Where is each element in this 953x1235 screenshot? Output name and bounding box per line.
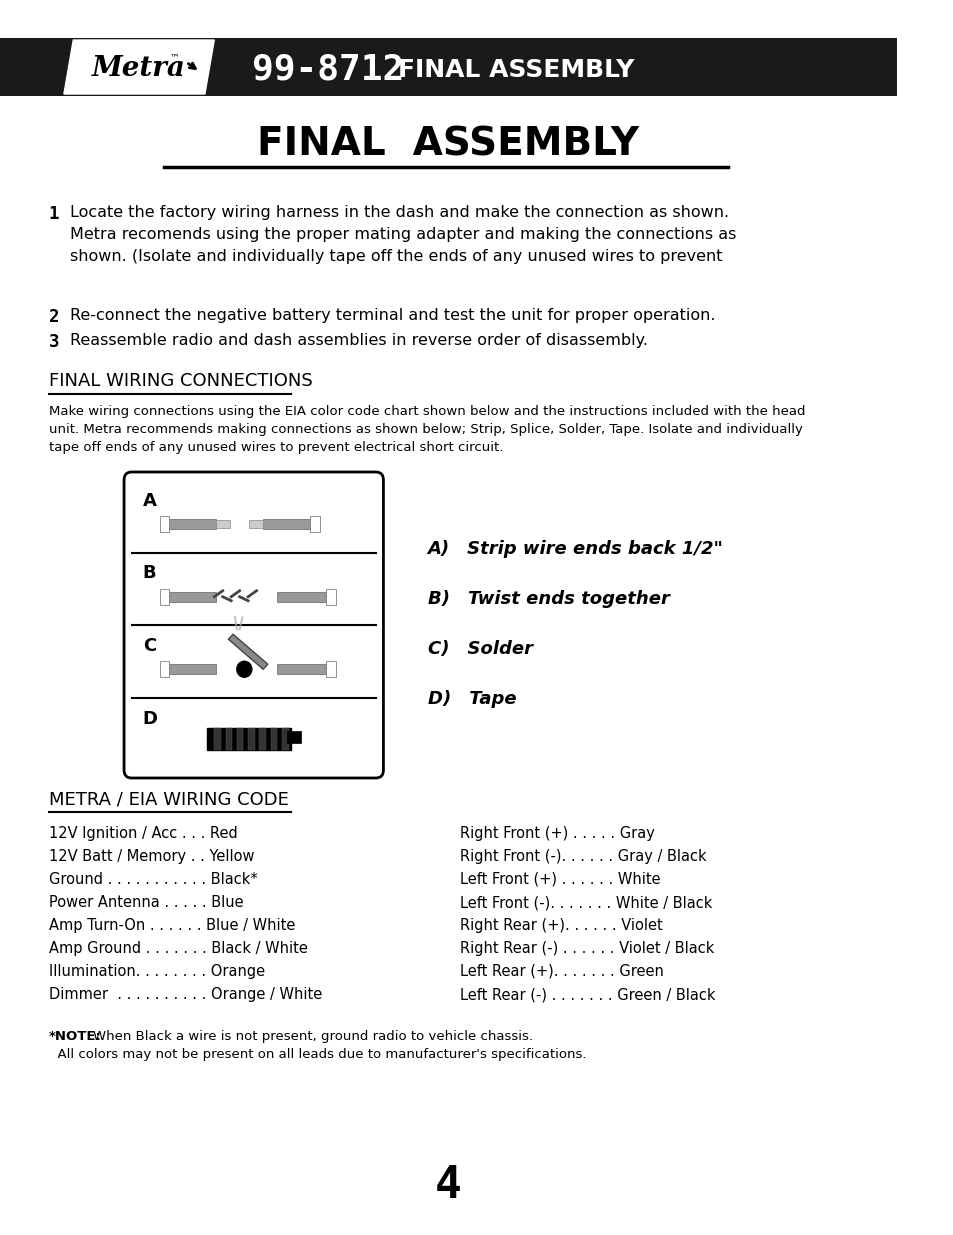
Text: Illumination. . . . . . . . Orange: Illumination. . . . . . . . Orange xyxy=(49,965,265,979)
Polygon shape xyxy=(64,40,214,94)
Bar xyxy=(277,664,334,674)
Text: Locate the factory wiring harness in the dash and make the connection as shown.
: Locate the factory wiring harness in the… xyxy=(71,205,736,264)
Bar xyxy=(159,589,169,605)
Polygon shape xyxy=(228,635,268,669)
Text: Left Front (-). . . . . . . White / Black: Left Front (-). . . . . . . White / Blac… xyxy=(460,895,712,910)
Text: When Black a wire is not present, ground radio to vehicle chassis.: When Black a wire is not present, ground… xyxy=(93,1030,533,1044)
FancyBboxPatch shape xyxy=(124,472,383,778)
Text: A) Strip wire ends back 1/2": A) Strip wire ends back 1/2" xyxy=(427,540,722,558)
Bar xyxy=(310,516,319,532)
Text: B: B xyxy=(143,564,156,583)
Bar xyxy=(249,520,263,529)
Bar xyxy=(0,38,56,58)
Bar xyxy=(259,727,266,750)
Bar xyxy=(164,592,216,601)
Bar xyxy=(282,727,288,750)
Text: 3: 3 xyxy=(49,333,59,351)
Text: Amp Ground . . . . . . . Black / White: Amp Ground . . . . . . . Black / White xyxy=(49,941,308,956)
Text: Right Front (+) . . . . . Gray: Right Front (+) . . . . . Gray xyxy=(460,826,655,841)
Text: FINAL ASSEMBLY: FINAL ASSEMBLY xyxy=(397,58,633,82)
Text: Amp Turn-On . . . . . . Blue / White: Amp Turn-On . . . . . . Blue / White xyxy=(49,918,294,932)
Text: Right Rear (+). . . . . . Violet: Right Rear (+). . . . . . Violet xyxy=(460,918,662,932)
Text: 4: 4 xyxy=(435,1163,461,1207)
Text: METRA / EIA WIRING CODE: METRA / EIA WIRING CODE xyxy=(49,790,289,808)
Bar xyxy=(216,520,230,529)
FancyBboxPatch shape xyxy=(0,38,896,96)
Bar xyxy=(164,664,216,674)
Bar xyxy=(159,661,169,677)
Bar xyxy=(225,727,232,750)
Bar xyxy=(0,78,56,91)
Bar xyxy=(263,519,314,530)
Bar xyxy=(248,727,254,750)
Bar xyxy=(326,589,335,605)
Text: ™: ™ xyxy=(170,52,179,62)
Text: C: C xyxy=(143,637,156,655)
Text: *NOTE:: *NOTE: xyxy=(49,1030,102,1044)
Text: Left Front (+) . . . . . . White: Left Front (+) . . . . . . White xyxy=(460,872,660,887)
Text: Re-connect the negative battery terminal and test the unit for proper operation.: Re-connect the negative battery terminal… xyxy=(71,308,716,324)
Text: 12V Batt / Memory . . Yellow: 12V Batt / Memory . . Yellow xyxy=(49,848,254,864)
Text: D: D xyxy=(143,709,157,727)
Bar xyxy=(214,727,220,750)
Bar xyxy=(0,61,56,74)
Text: Right Front (-). . . . . . Gray / Black: Right Front (-). . . . . . Gray / Black xyxy=(460,848,706,864)
Text: 99-8712: 99-8712 xyxy=(252,53,404,86)
Text: C) Solder: C) Solder xyxy=(427,640,532,658)
Text: D) Tape: D) Tape xyxy=(427,690,516,708)
Bar xyxy=(326,661,335,677)
Text: Left Rear (-) . . . . . . . Green / Black: Left Rear (-) . . . . . . . Green / Blac… xyxy=(460,987,716,1002)
Text: Metra: Metra xyxy=(92,56,186,83)
Bar xyxy=(271,727,277,750)
Text: A: A xyxy=(143,492,156,510)
Text: Left Rear (+). . . . . . . Green: Left Rear (+). . . . . . . Green xyxy=(460,965,663,979)
Text: All colors may not be present on all leads due to manufacturer's specifications.: All colors may not be present on all lea… xyxy=(49,1049,586,1061)
Text: FINAL  ASSEMBLY: FINAL ASSEMBLY xyxy=(257,126,639,164)
Bar xyxy=(286,731,300,742)
Bar xyxy=(233,38,896,96)
Text: 1: 1 xyxy=(49,205,59,224)
Bar xyxy=(159,516,169,532)
Text: B) Twist ends together: B) Twist ends together xyxy=(427,590,669,608)
Bar xyxy=(164,519,216,530)
Text: Dimmer  . . . . . . . . . . Orange / White: Dimmer . . . . . . . . . . Orange / Whit… xyxy=(49,987,322,1002)
Text: Make wiring connections using the EIA color code chart shown below and the instr: Make wiring connections using the EIA co… xyxy=(49,405,804,454)
Text: FINAL WIRING CONNECTIONS: FINAL WIRING CONNECTIONS xyxy=(49,372,313,390)
Bar xyxy=(236,727,243,750)
Text: Power Antenna . . . . . Blue: Power Antenna . . . . . Blue xyxy=(49,895,243,910)
Circle shape xyxy=(236,661,252,677)
Text: Ground . . . . . . . . . . . Black*: Ground . . . . . . . . . . . Black* xyxy=(49,872,257,887)
Text: Right Rear (-) . . . . . . Violet / Black: Right Rear (-) . . . . . . Violet / Blac… xyxy=(460,941,714,956)
Text: Reassemble radio and dash assemblies in reverse order of disassembly.: Reassemble radio and dash assemblies in … xyxy=(71,333,648,348)
Text: 2: 2 xyxy=(49,308,59,326)
Text: 12V Ignition / Acc . . . Red: 12V Ignition / Acc . . . Red xyxy=(49,826,237,841)
Bar xyxy=(277,592,334,601)
Bar xyxy=(207,727,291,750)
